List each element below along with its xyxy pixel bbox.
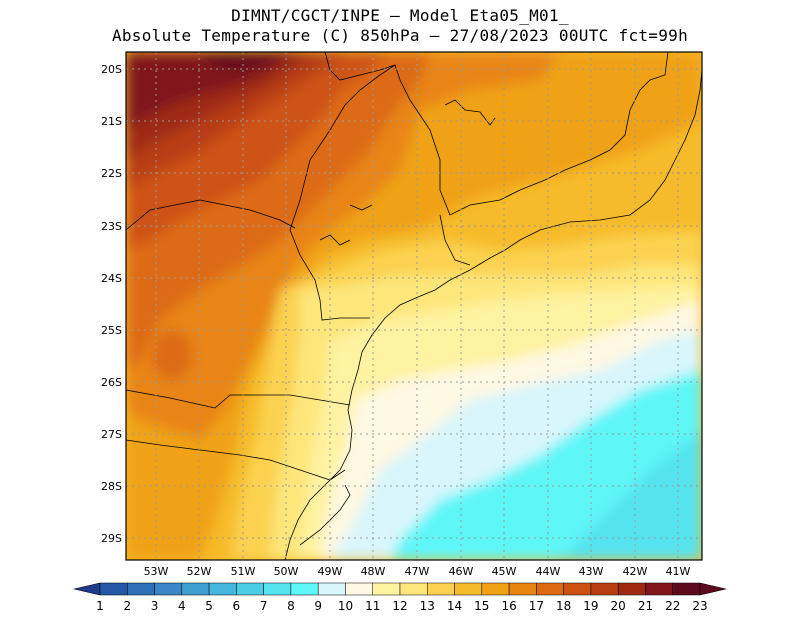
colorbar-swatch	[127, 582, 155, 596]
lon-label-42: 42W	[623, 565, 648, 578]
lat-label-28: 28S	[101, 480, 122, 493]
colorbar-swatch	[454, 582, 483, 596]
lon-labels: 53W 52W 51W 50W 49W 48W 47W 46W 45W 44W …	[144, 565, 691, 578]
colorbar-swatch	[590, 582, 619, 596]
state-border-6	[324, 52, 396, 81]
colorbar-swatch	[317, 582, 346, 596]
colorbar-label: 4	[178, 599, 186, 613]
lat-label-25: 25S	[101, 324, 122, 337]
colorbar-label: 7	[260, 599, 268, 613]
colorbar-label: 13	[420, 599, 435, 613]
graticule	[126, 52, 702, 560]
colorbar-swatch	[154, 582, 183, 596]
lat-label-26: 26S	[101, 376, 122, 389]
colorbar-swatch	[345, 582, 373, 596]
lat-label-22: 22S	[101, 167, 122, 180]
lon-label-51: 51W	[231, 565, 256, 578]
lon-label-44: 44W	[536, 565, 561, 578]
colorbar-swatch	[263, 582, 292, 596]
colorbar-label: 17	[529, 599, 544, 613]
colorbar-swatch	[236, 582, 264, 596]
colorbar-label: 11	[365, 599, 380, 613]
colorbar-swatch	[290, 582, 319, 596]
lon-label-48: 48W	[361, 565, 386, 578]
lon-label-49: 49W	[318, 565, 343, 578]
temperature-field	[126, 52, 702, 560]
colorbar-label: 19	[583, 599, 598, 613]
colorbar-swatch	[563, 582, 592, 596]
colorbar-label: 12	[392, 599, 407, 613]
chart-title-line-2: Absolute Temperature (C) 850hPa – 27/08/…	[111, 26, 689, 45]
colorbar-swatch	[399, 582, 428, 596]
colorbar-swatch	[181, 582, 210, 596]
colorbar-label: 9	[314, 599, 322, 613]
lon-label-53: 53W	[144, 565, 169, 578]
state-border-3	[289, 229, 370, 321]
colorbar-swatch	[672, 582, 701, 596]
lake-2	[319, 234, 351, 246]
lat-label-27: 27S	[101, 428, 122, 441]
lagoon	[299, 484, 351, 546]
lon-label-43: 43W	[579, 565, 604, 578]
colorbar-label: 22	[665, 599, 680, 613]
colorbar-swatch	[372, 582, 401, 596]
map-frame	[125, 51, 703, 561]
colorbar-swatch	[427, 582, 455, 596]
colorbar-label: 23	[692, 599, 707, 613]
colorbar-swatch	[536, 582, 564, 596]
lat-labels: 20S 21S 22S 23S 24S 25S 26S 27S 28S 29S	[101, 63, 122, 545]
colorbar-swatch	[208, 582, 237, 596]
lon-label-45: 45W	[492, 565, 517, 578]
lat-label-21: 21S	[101, 115, 122, 128]
lon-label-50: 50W	[274, 565, 299, 578]
colorbar-label: 1	[96, 599, 104, 613]
colorbar-label: 8	[287, 599, 295, 613]
state-border-5	[289, 52, 669, 231]
lon-label-52: 52W	[187, 565, 212, 578]
colorbar-arrow-high	[699, 582, 727, 596]
colorbar-label: 21	[638, 599, 653, 613]
field-8	[560, 430, 702, 560]
colorbar-label: 14	[447, 599, 462, 613]
colorbar-arrow-low	[73, 582, 101, 596]
colorbar: 1 2 3 4 5 6 7 8 9 10 11 12 13 14 15 16 17 18 19 20 21 22 23	[73, 582, 727, 613]
field-18-blob	[152, 330, 192, 380]
lat-label-29: 29S	[101, 532, 122, 545]
colorbar-swatch	[617, 582, 646, 596]
colorbar-swatch	[99, 582, 128, 596]
colorbar-label: 2	[123, 599, 131, 613]
colorbar-swatch	[508, 582, 537, 596]
state-border-7	[439, 214, 471, 266]
lat-label-23: 23S	[101, 220, 122, 233]
lat-label-20: 20S	[101, 63, 122, 76]
lake-1	[444, 99, 496, 126]
colorbar-swatch	[645, 582, 673, 596]
lake-3	[349, 204, 373, 211]
colorbar-label: 5	[205, 599, 213, 613]
colorbar-label: 3	[151, 599, 159, 613]
colorbar-label: 15	[474, 599, 489, 613]
state-border-4	[126, 199, 296, 231]
colorbar-swatch	[481, 582, 510, 596]
state-border-1	[126, 439, 346, 481]
boundary-lines	[126, 52, 702, 560]
colorbar-label: 20	[611, 599, 626, 613]
colorbar-label: 18	[556, 599, 571, 613]
chart-title-line-1: DIMNT/CGCT/INPE – Model Eta05_M01_	[231, 6, 569, 25]
colorbar-label: 10	[338, 599, 353, 613]
lon-label-41: 41W	[666, 565, 691, 578]
lon-label-47: 47W	[405, 565, 430, 578]
field-22	[126, 52, 300, 130]
colorbar-label: 6	[233, 599, 241, 613]
lon-label-46: 46W	[449, 565, 474, 578]
colorbar-label: 16	[501, 599, 516, 613]
field-23	[200, 52, 290, 68]
lat-label-24: 24S	[101, 272, 122, 285]
coastline	[284, 69, 702, 560]
